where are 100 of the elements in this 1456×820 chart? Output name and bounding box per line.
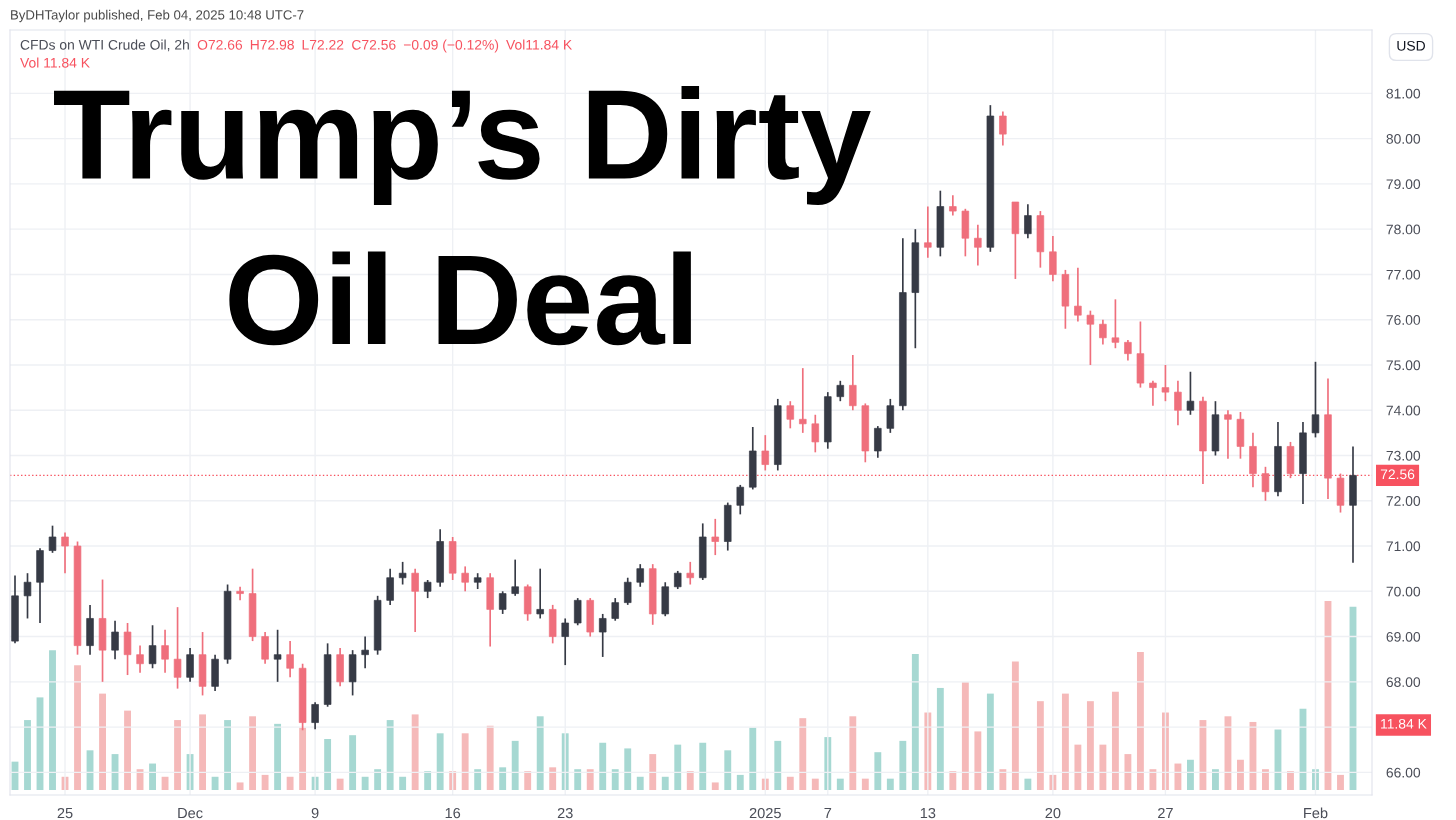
bar: [861, 778, 869, 790]
y-tick-label: 79.00: [1386, 179, 1421, 190]
x-tick-label: 25: [57, 807, 73, 819]
bar: [736, 774, 744, 790]
candlestick: [836, 379, 845, 403]
bar: [1011, 661, 1019, 790]
annotation: CFDs on WTI Crude Oil, 2h: [20, 39, 189, 52]
candlestick: [886, 398, 895, 434]
bar: [486, 725, 494, 790]
bar: [899, 740, 907, 790]
bar: [374, 769, 382, 790]
x-tick-label: Feb: [1304, 807, 1328, 819]
candlestick: [1024, 203, 1032, 240]
bar: [361, 776, 369, 790]
bar: [411, 714, 419, 790]
bar: [974, 731, 982, 790]
y-tick-label: 74.00: [1386, 405, 1421, 416]
bar: [149, 763, 156, 790]
bar: [686, 771, 694, 790]
bar: [1124, 754, 1132, 790]
bar: [811, 778, 819, 790]
x-tick-label: Dec: [178, 808, 203, 819]
annotation: −0.09 (−0.12%): [403, 39, 499, 53]
x-tick-label: 27: [1158, 807, 1173, 819]
bar: [1099, 744, 1107, 790]
bar: [536, 716, 544, 790]
candlestick: [1261, 465, 1270, 502]
bar: [699, 742, 707, 790]
candlestick: [386, 567, 394, 606]
bar: [1337, 774, 1344, 790]
bar: [674, 744, 682, 790]
bar: [524, 771, 532, 790]
candlestick: [261, 631, 269, 665]
bar: [599, 742, 607, 790]
candlestick: [636, 563, 644, 588]
candlestick: [1161, 364, 1170, 403]
bar: [1199, 720, 1207, 790]
bar: [224, 720, 232, 790]
y-tick-label: 66.00: [1386, 767, 1421, 778]
text: 11.84 K: [1381, 718, 1427, 729]
bar: [1024, 778, 1032, 790]
bar: [961, 682, 969, 790]
candlestick: [1086, 309, 1095, 366]
candlestick: [123, 622, 132, 676]
candlestick: [849, 354, 857, 412]
bar: [636, 776, 644, 790]
candlestick: [573, 597, 582, 627]
y-tick-label: 78.00: [1386, 224, 1421, 235]
bar: [624, 748, 632, 790]
candlestick: [874, 425, 882, 459]
bar: [986, 693, 994, 790]
bar: [1036, 701, 1044, 790]
y-tick-label: 70.00: [1386, 586, 1421, 597]
candlestick: [561, 617, 569, 666]
bar: [999, 769, 1007, 790]
candlestick: [999, 110, 1007, 147]
bar: [936, 687, 944, 790]
candlestick: [161, 628, 169, 674]
candlestick: [311, 701, 319, 731]
candlestick: [711, 518, 719, 556]
bar: [299, 727, 307, 790]
candlestick: [273, 628, 282, 683]
bar: [1262, 769, 1269, 790]
y-tick-label: 76.00: [1386, 315, 1421, 325]
bar: [911, 653, 919, 790]
bar: [461, 733, 469, 790]
bar: [1186, 759, 1194, 790]
bar: [749, 727, 757, 790]
bar: [1074, 744, 1082, 790]
bar: [386, 720, 394, 790]
candlestick: [173, 606, 182, 690]
candlestick: [1074, 266, 1082, 323]
candlestick: [624, 576, 632, 606]
bar: [499, 767, 507, 790]
candlestick: [286, 640, 294, 679]
y-tick-label: 69.00: [1386, 631, 1421, 642]
bar: [1149, 769, 1157, 790]
candlestick: [1174, 379, 1182, 427]
bar: [874, 752, 882, 790]
annotation: L72.22: [302, 39, 344, 50]
bar: [1136, 652, 1144, 790]
bar: [199, 714, 207, 790]
y-tick-label: 80.00: [1386, 133, 1421, 144]
text: Trump’s Dirty Oil Deal: [54, 86, 871, 346]
bar: [886, 778, 894, 790]
bar: [1111, 691, 1119, 790]
annotation: Vol11.84 K: [506, 39, 573, 50]
candlestick: [1124, 339, 1132, 362]
bar: [661, 776, 669, 790]
candlestick: [361, 635, 369, 670]
x-tick-label: 16: [445, 807, 461, 819]
candlestick: [1149, 379, 1157, 407]
bar: [211, 776, 219, 790]
bar: [286, 776, 294, 790]
bar: [799, 718, 807, 790]
bar: [1086, 701, 1094, 790]
candlestick: [498, 590, 507, 615]
candlestick: [148, 624, 157, 670]
bar: [474, 769, 482, 790]
bar: [74, 665, 81, 790]
